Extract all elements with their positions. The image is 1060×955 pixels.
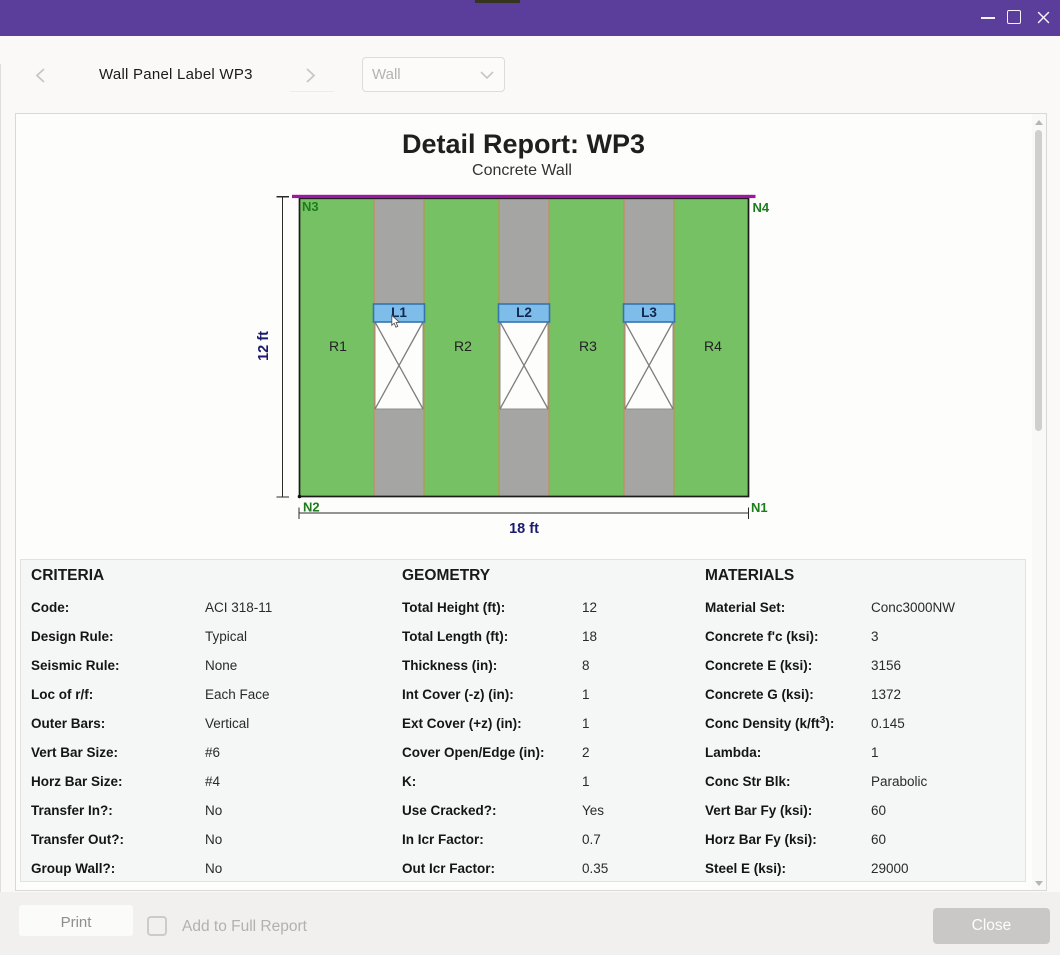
svg-text:L3: L3 bbox=[641, 305, 657, 320]
svg-text:L2: L2 bbox=[516, 305, 532, 320]
svg-text:R4: R4 bbox=[704, 338, 722, 354]
svg-text:N4: N4 bbox=[753, 200, 770, 215]
svg-text:N2: N2 bbox=[303, 500, 320, 515]
svg-text:12 ft: 12 ft bbox=[256, 331, 272, 361]
svg-text:L1: L1 bbox=[391, 305, 407, 320]
svg-text:18 ft: 18 ft bbox=[509, 521, 539, 537]
svg-text:R3: R3 bbox=[579, 338, 597, 354]
svg-text:R1: R1 bbox=[329, 338, 347, 354]
svg-text:R2: R2 bbox=[454, 338, 472, 354]
svg-text:N1: N1 bbox=[751, 500, 768, 515]
svg-text:N3: N3 bbox=[302, 199, 319, 214]
